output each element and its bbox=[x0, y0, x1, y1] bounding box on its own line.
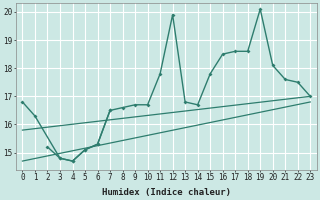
X-axis label: Humidex (Indice chaleur): Humidex (Indice chaleur) bbox=[102, 188, 231, 197]
